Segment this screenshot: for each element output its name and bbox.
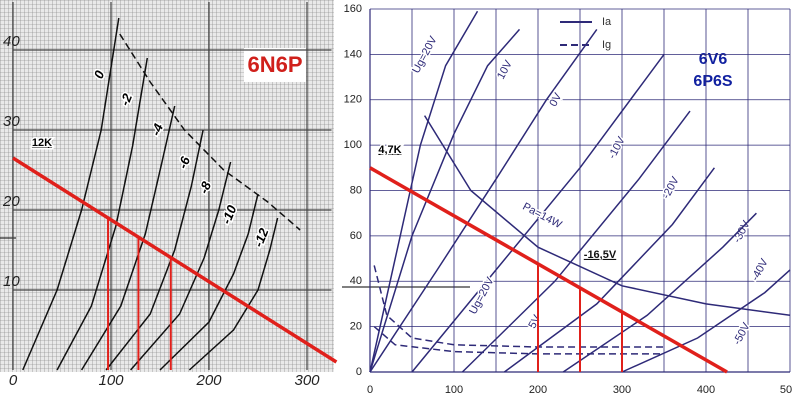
curve [130, 161, 232, 371]
y-tick-label: 10 [3, 273, 20, 290]
y-tick-label: 0 [356, 366, 362, 378]
y-tick-label: 20 [350, 321, 362, 333]
x-tick-label: 0 [9, 372, 18, 389]
x-tick-label: 50 [780, 384, 792, 396]
annotation: -16,5V [584, 249, 617, 261]
curve-label: -50V [731, 320, 753, 347]
title-box [668, 45, 778, 95]
y-tick-label: 140 [344, 48, 362, 60]
curve [373, 265, 664, 348]
curve [373, 326, 664, 355]
curve [56, 57, 149, 371]
curve [423, 115, 791, 317]
y-tick-label: 20 [2, 193, 20, 210]
x-tick-label: 200 [195, 372, 222, 389]
curve [621, 269, 791, 373]
curve [562, 212, 757, 373]
y-tick-label: 80 [350, 184, 362, 196]
curve [369, 28, 598, 373]
curve [188, 217, 279, 371]
y-tick-label: 60 [350, 230, 362, 242]
y-tick-label: 100 [344, 139, 362, 151]
x-tick-label: 100 [98, 372, 124, 389]
load-label: 4,7K [378, 144, 401, 156]
curve [369, 10, 479, 373]
chart-title: 6N6P [247, 52, 302, 77]
curve-label: -10V [606, 134, 628, 161]
y-tick-label: 120 [344, 94, 362, 106]
curve [22, 17, 120, 371]
curve-label: 0V [547, 91, 564, 109]
x-tick-label: 300 [613, 384, 631, 396]
chart-subtitle: 6P6S [693, 73, 732, 90]
y-tick-label: 40 [3, 33, 20, 50]
curve-label: -20V [660, 174, 682, 201]
power-curve [119, 33, 301, 231]
curve-label: 5V [526, 313, 543, 331]
y-tick-label: 160 [344, 3, 362, 15]
title-box [244, 48, 306, 82]
curve [411, 53, 665, 373]
x-tick-label: 300 [294, 372, 320, 389]
x-tick-label: 0 [367, 384, 373, 396]
load-line [369, 166, 728, 374]
curve [461, 110, 691, 373]
load-label: 12K [32, 137, 52, 149]
curve [105, 129, 204, 371]
curve [369, 28, 521, 373]
curve [503, 167, 716, 373]
y-tick-label: 40 [350, 275, 362, 287]
curve-label: Pa=14W [520, 201, 564, 232]
curve-label: -30V [731, 218, 753, 245]
x-tick-label: 200 [529, 384, 547, 396]
chart-title: 6V6 [699, 51, 728, 68]
legend-label: Ig [602, 39, 611, 51]
curve-label: -40V [749, 256, 771, 283]
legend-label: Ia [602, 16, 612, 28]
curve-label: 10V [495, 58, 515, 82]
x-tick-label: 400 [697, 384, 715, 396]
curve [159, 193, 259, 371]
y-tick-label: 30 [3, 113, 20, 130]
load-line [12, 156, 338, 364]
x-tick-label: 100 [445, 384, 463, 396]
